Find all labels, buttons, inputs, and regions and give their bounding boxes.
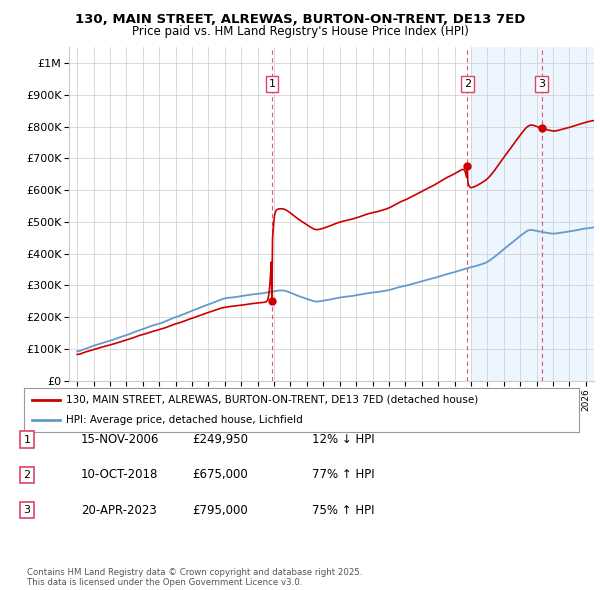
Text: 12% ↓ HPI: 12% ↓ HPI (312, 433, 374, 446)
Bar (471, 47, 594, 381)
Text: 77% ↑ HPI: 77% ↑ HPI (312, 468, 374, 481)
Text: 75% ↑ HPI: 75% ↑ HPI (312, 504, 374, 517)
Text: 15-NOV-2006: 15-NOV-2006 (81, 433, 160, 446)
Text: 10-OCT-2018: 10-OCT-2018 (81, 468, 158, 481)
Text: 3: 3 (23, 506, 31, 515)
Text: £795,000: £795,000 (192, 504, 248, 517)
Text: 2: 2 (464, 79, 471, 89)
Text: 1: 1 (269, 79, 275, 89)
Text: 3: 3 (538, 79, 545, 89)
Text: 130, MAIN STREET, ALREWAS, BURTON-ON-TRENT, DE13 7ED: 130, MAIN STREET, ALREWAS, BURTON-ON-TRE… (75, 13, 525, 26)
Text: £675,000: £675,000 (192, 468, 248, 481)
Text: £249,950: £249,950 (192, 433, 248, 446)
Text: Contains HM Land Registry data © Crown copyright and database right 2025.
This d: Contains HM Land Registry data © Crown c… (27, 568, 362, 587)
Text: Price paid vs. HM Land Registry's House Price Index (HPI): Price paid vs. HM Land Registry's House … (131, 25, 469, 38)
Text: 2: 2 (23, 470, 31, 480)
Text: HPI: Average price, detached house, Lichfield: HPI: Average price, detached house, Lich… (65, 415, 302, 425)
Text: 130, MAIN STREET, ALREWAS, BURTON-ON-TRENT, DE13 7ED (detached house): 130, MAIN STREET, ALREWAS, BURTON-ON-TRE… (65, 395, 478, 405)
Text: 1: 1 (23, 435, 31, 444)
Text: 20-APR-2023: 20-APR-2023 (81, 504, 157, 517)
